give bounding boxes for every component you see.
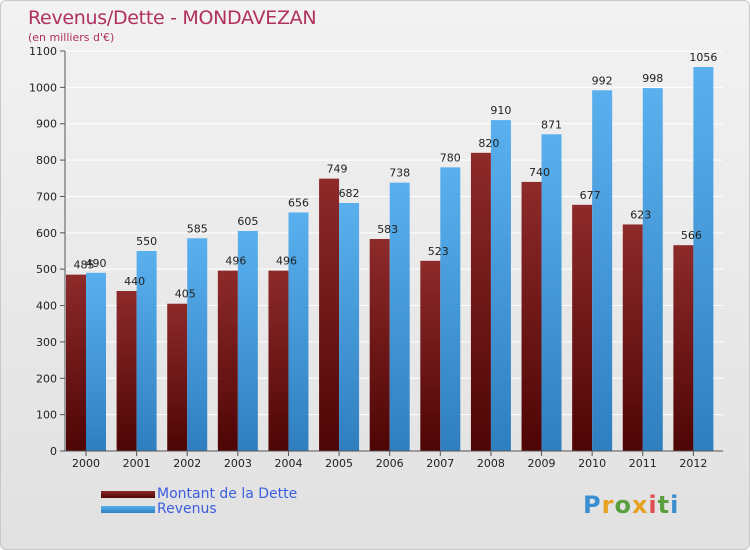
bar-revenue (136, 251, 157, 451)
data-label-debt: 440 (124, 275, 145, 288)
bar-revenue (440, 167, 461, 451)
data-label-revenue: 490 (86, 257, 107, 270)
bar-debt (572, 204, 593, 451)
data-label-debt: 583 (377, 223, 398, 236)
x-tick-label: 2002 (173, 457, 201, 470)
x-tick-label: 2005 (325, 457, 353, 470)
bar-debt (167, 303, 188, 451)
y-tick-label: 400 (36, 300, 57, 313)
x-tick-label: 2000 (72, 457, 100, 470)
bar-revenue (237, 231, 258, 451)
chart-subtitle: (en milliers d'€) (28, 31, 115, 44)
y-tick-label: 700 (36, 190, 57, 203)
bar-debt (521, 181, 542, 451)
bar-revenue (490, 120, 511, 451)
data-label-debt: 485 (74, 259, 95, 272)
bar-revenue (541, 134, 562, 452)
y-tick-label: 1100 (29, 45, 57, 58)
bar-revenue (389, 182, 410, 452)
bar-revenue (86, 272, 106, 451)
data-label-debt: 749 (327, 163, 348, 176)
data-label-revenue: 992 (592, 74, 613, 87)
y-tick-label: 300 (36, 336, 57, 349)
y-tick-label: 900 (36, 118, 57, 131)
bar-revenue (187, 238, 208, 451)
data-label-revenue: 780 (440, 151, 461, 164)
x-tick-label: 2001 (123, 457, 151, 470)
x-tick-label: 2006 (376, 457, 404, 470)
bar-debt (217, 270, 238, 451)
y-tick-label: 600 (36, 227, 57, 240)
bar-revenue (693, 67, 714, 451)
data-label-revenue: 605 (237, 215, 258, 228)
bar-revenue (642, 88, 663, 451)
x-tick-label: 2003 (224, 457, 252, 470)
data-label-debt: 740 (529, 166, 550, 179)
y-tick-label: 100 (36, 409, 57, 422)
bar-debt (420, 260, 441, 451)
data-label-revenue: 585 (187, 222, 208, 235)
data-label-debt: 677 (580, 189, 601, 202)
data-label-debt: 566 (681, 229, 702, 242)
y-tick-label: 1000 (29, 81, 57, 94)
data-label-revenue: 910 (490, 104, 511, 117)
x-tick-label: 2004 (274, 457, 302, 470)
y-tick-label: 0 (50, 445, 57, 458)
bar-debt (622, 224, 643, 451)
legend-label-revenue: Revenus (157, 501, 217, 517)
data-label-debt: 820 (478, 137, 499, 150)
bar-debt (369, 239, 390, 451)
data-label-debt: 496 (225, 255, 246, 268)
data-label-debt: 496 (276, 255, 297, 268)
legend-label-debt: Montant de la Dette (157, 486, 298, 502)
x-tick-label: 2009 (528, 457, 556, 470)
data-label-revenue: 998 (642, 72, 663, 85)
bar-debt (673, 245, 694, 451)
bar-debt (470, 152, 491, 451)
y-tick-label: 500 (36, 263, 57, 276)
x-tick-label: 2012 (679, 457, 707, 470)
data-label-revenue: 1056 (689, 51, 717, 64)
x-tick-label: 2008 (477, 457, 505, 470)
x-tick-label: 2007 (426, 457, 454, 470)
data-label-debt: 523 (428, 245, 449, 258)
data-label-debt: 405 (175, 288, 196, 301)
y-tick-label: 800 (36, 154, 57, 167)
bar-revenue (288, 212, 309, 451)
legend-swatch-revenue (101, 506, 155, 513)
bar-revenue (592, 90, 613, 451)
data-label-revenue: 656 (288, 196, 309, 209)
y-tick-label: 200 (36, 372, 57, 385)
data-label-revenue: 682 (339, 187, 360, 200)
bar-debt (66, 274, 86, 451)
data-label-revenue: 550 (136, 235, 157, 248)
data-label-revenue: 738 (389, 167, 410, 180)
x-tick-label: 2011 (629, 457, 657, 470)
bar-debt (268, 270, 289, 451)
bar-revenue (339, 203, 360, 451)
proxiti-logo: Proxiti (583, 491, 680, 519)
bar-debt (116, 291, 137, 451)
bar-debt (319, 178, 340, 452)
data-label-debt: 623 (630, 208, 651, 221)
legend-swatch-debt (101, 491, 155, 498)
chart-title: Revenus/Dette - MONDAVEZAN (28, 7, 317, 29)
x-tick-label: 2010 (578, 457, 606, 470)
data-label-revenue: 871 (541, 118, 562, 131)
